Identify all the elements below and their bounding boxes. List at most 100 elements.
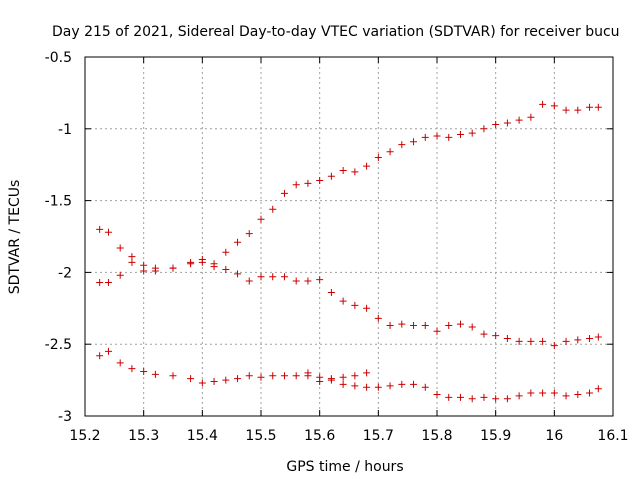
axis-ticks: 15.2 15.3 15.4 15.5 15.6 15.7 15.8 15.9 16 16.1 -0…	[45, 50, 629, 444]
data-point-rising	[339, 166, 347, 174]
data-point-lower	[257, 373, 265, 381]
data-point-lower	[468, 395, 476, 403]
data-point-rising	[515, 116, 523, 124]
data-point-falling	[280, 273, 288, 281]
data-point-rising	[480, 125, 488, 133]
data-point-lower	[96, 352, 104, 360]
data-point-lower	[527, 389, 535, 397]
data-point-falling	[140, 261, 148, 269]
data-point-falling	[515, 337, 523, 345]
data-point-lower	[492, 395, 500, 403]
data-point-falling	[527, 337, 535, 345]
x-tick-label: 15.4	[187, 428, 218, 444]
data-point-rising	[468, 129, 476, 137]
data-point-lower	[210, 378, 218, 386]
chart-title: Day 215 of 2021, Sidereal Day-to-day VTE…	[52, 24, 620, 40]
data-point-lower	[169, 372, 177, 380]
data-point-falling	[456, 320, 464, 328]
data-point-lower	[198, 379, 206, 387]
data-point-falling	[468, 323, 476, 331]
x-tick-label: 16.1	[597, 428, 628, 444]
data-point-lower	[574, 390, 582, 398]
data-point-lower	[339, 380, 347, 388]
y-tick-label: -2.5	[45, 337, 72, 353]
data-point-lower	[515, 392, 523, 400]
data-point-falling	[574, 336, 582, 344]
data-point-falling	[292, 277, 300, 285]
data-point-rising	[327, 172, 335, 180]
data-point-lower	[128, 365, 136, 373]
data-point-lower	[222, 376, 230, 384]
data-point-rising	[562, 106, 570, 114]
data-point-lower	[433, 390, 441, 398]
data-point-lower	[398, 380, 406, 388]
data-point-lower	[151, 370, 159, 378]
data-point-falling	[433, 327, 441, 335]
data-point-rising	[421, 133, 429, 141]
data-point-falling	[539, 337, 547, 345]
data-point-rising	[386, 148, 394, 156]
y-tick-label: -1	[58, 122, 72, 138]
data-point-rising	[550, 102, 558, 110]
data-point-lower	[374, 383, 382, 391]
data-point-overlap	[327, 375, 335, 383]
x-tick-label: 15.2	[69, 428, 100, 444]
y-axis-label: SDTVAR / TECUs	[7, 180, 23, 295]
data-point-lower	[539, 389, 547, 397]
data-point-rising	[304, 179, 312, 187]
data-point-rising	[234, 238, 242, 246]
x-tick-label: 16	[545, 428, 563, 444]
data-point-rising	[245, 230, 253, 238]
plot-frame	[84, 56, 614, 417]
x-axis-label: GPS time / hours	[286, 459, 403, 475]
data-point-rising	[363, 162, 371, 170]
data-point-falling	[222, 266, 230, 274]
data-point-overlap	[351, 372, 359, 380]
data-point-rising	[586, 103, 594, 111]
data-point-lower	[351, 382, 359, 390]
y-tick-label: -2	[58, 265, 72, 281]
x-tick-label: 15.9	[480, 428, 511, 444]
data-point-falling	[374, 314, 382, 322]
data-point-falling	[210, 263, 218, 271]
data-point-overlap	[304, 369, 312, 377]
data-point-rising	[374, 154, 382, 162]
data-point-rising	[445, 133, 453, 141]
data-point-falling	[257, 273, 265, 281]
data-point-rising	[222, 248, 230, 256]
x-tick-label: 15.7	[363, 428, 394, 444]
data-point-rising	[539, 100, 547, 108]
x-tick-label: 15.5	[245, 428, 276, 444]
data-point-falling	[116, 244, 124, 252]
data-point-falling	[198, 258, 206, 266]
data-point-falling	[304, 277, 312, 285]
data-point-lower	[234, 375, 242, 383]
data-point-falling	[503, 334, 511, 342]
data-point-rising	[594, 103, 602, 111]
data-point-rising	[292, 181, 300, 189]
grid	[85, 57, 613, 416]
data-point-rising	[269, 205, 277, 213]
data-point-rising	[410, 138, 418, 146]
data-point-rising	[433, 132, 441, 140]
data-point-lower	[456, 393, 464, 401]
data-point-lower	[116, 359, 124, 367]
x-tick-label: 15.6	[304, 428, 335, 444]
data-point-falling	[410, 322, 418, 330]
data-point-lower	[445, 393, 453, 401]
data-point-falling	[586, 334, 594, 342]
data-point-falling	[316, 276, 324, 284]
data-point-rising	[398, 141, 406, 149]
data-point-falling	[169, 264, 177, 272]
data-point-lower	[562, 392, 570, 400]
data-points	[96, 100, 602, 403]
data-point-rising	[96, 278, 104, 286]
data-point-falling	[269, 273, 277, 281]
data-point-overlap	[363, 369, 371, 377]
data-point-falling	[363, 304, 371, 312]
data-point-lower	[280, 372, 288, 380]
data-point-falling	[492, 332, 500, 340]
data-point-falling	[151, 264, 159, 272]
x-tick-label: 15.8	[421, 428, 452, 444]
